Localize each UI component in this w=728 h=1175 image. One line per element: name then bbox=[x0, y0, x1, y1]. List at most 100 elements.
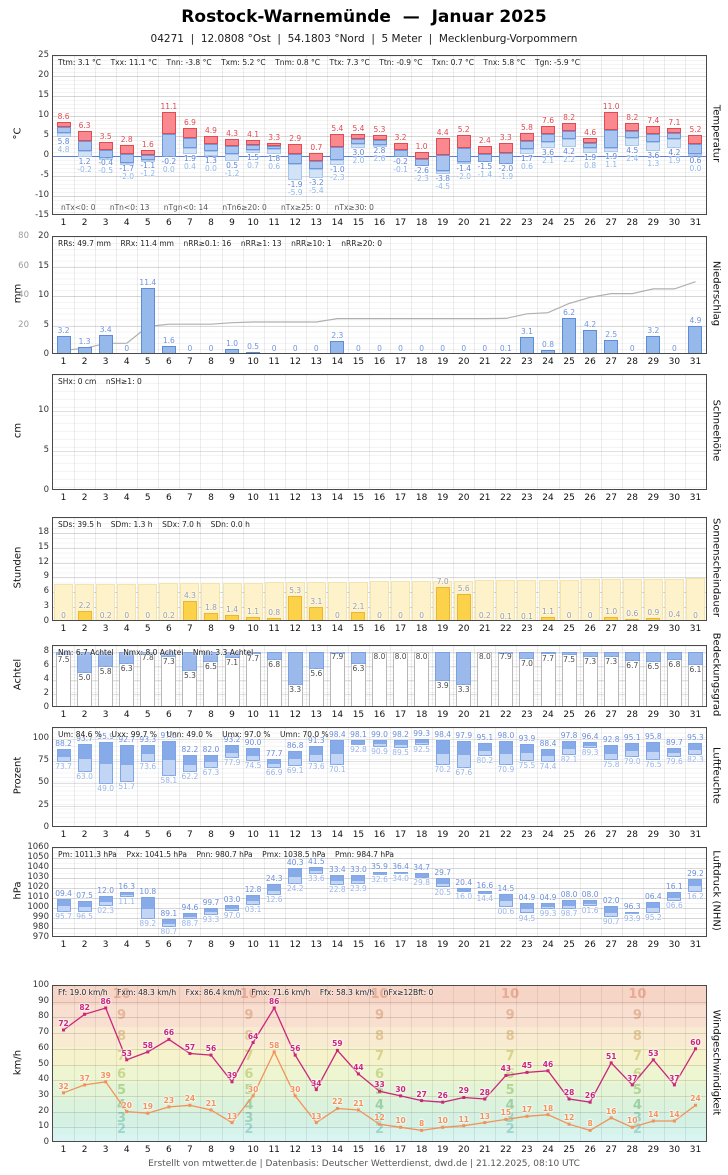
temp-min-value: -1.7 bbox=[119, 164, 135, 173]
wind-mean-point bbox=[209, 1108, 213, 1112]
temp-min-value: 4.5 bbox=[626, 146, 639, 156]
beaufort-scale-label: 4 bbox=[374, 1098, 385, 1114]
beaufort-scale-label: 7 bbox=[505, 1048, 515, 1064]
day-gridline bbox=[474, 518, 476, 620]
humidity-upper-bar bbox=[204, 755, 217, 763]
beaufort-scale-label: 10 bbox=[239, 987, 258, 1003]
day-gridline bbox=[242, 848, 244, 936]
wind-mean-point bbox=[314, 1121, 318, 1125]
day-gridline bbox=[390, 375, 392, 489]
y-tick-label: 1060 bbox=[27, 842, 49, 852]
day-gridline bbox=[263, 56, 265, 214]
y-gridline bbox=[53, 76, 706, 77]
day-gridline bbox=[347, 237, 349, 353]
temp-max-bar bbox=[688, 135, 703, 145]
day-gridline bbox=[663, 728, 665, 826]
day-label: 9 bbox=[229, 830, 235, 840]
day-label: 3 bbox=[102, 1145, 109, 1155]
y-gridline bbox=[53, 878, 706, 879]
wind-gust-point bbox=[672, 1083, 676, 1087]
day-label: 2 bbox=[81, 830, 88, 840]
humidity-upper-bar bbox=[78, 745, 91, 760]
day-gridline bbox=[663, 518, 665, 620]
day-label: 27 bbox=[605, 624, 617, 634]
day-gridline bbox=[284, 56, 286, 214]
wind-mean-point bbox=[167, 1105, 171, 1109]
pressure-min-value: 88.7 bbox=[181, 919, 199, 929]
day-gridline bbox=[495, 986, 497, 1141]
y-gridline bbox=[53, 1033, 706, 1035]
pressure-upper-bar bbox=[141, 898, 154, 909]
y-gridline bbox=[53, 908, 706, 909]
wind-gust-value: 28 bbox=[479, 1088, 491, 1098]
temp-ground-min-value: 0.8 bbox=[584, 160, 597, 170]
day-gridline bbox=[221, 646, 223, 706]
temp-max-value: 3.2 bbox=[394, 133, 407, 143]
precip-value: 0 bbox=[440, 344, 446, 353]
temp-ground-min-value: 2.4 bbox=[626, 154, 639, 164]
humidity-min-value: 75.5 bbox=[518, 760, 536, 770]
temperature-stats: Ttm: 3.1 °C Txx: 11.1 °C Tnn: -3.8 °C Tx… bbox=[58, 58, 581, 67]
day-gridline bbox=[453, 375, 455, 489]
day-gridline bbox=[390, 56, 392, 214]
cloud-value: 7.3 bbox=[584, 656, 597, 666]
day-label: 12 bbox=[289, 357, 301, 367]
day-gridline bbox=[74, 728, 76, 826]
day-label: 4 bbox=[123, 710, 130, 720]
day-gridline bbox=[684, 375, 686, 489]
humidity-upper-bar bbox=[436, 741, 449, 754]
day-gridline bbox=[368, 848, 370, 936]
day-label: 21 bbox=[479, 830, 491, 840]
day-gridline bbox=[432, 646, 434, 706]
day-label: 6 bbox=[165, 940, 172, 950]
day-label: 6 bbox=[165, 218, 172, 228]
day-gridline bbox=[558, 646, 560, 706]
day-label: 1 bbox=[60, 624, 67, 634]
clear-sky-bar bbox=[540, 651, 556, 654]
day-gridline bbox=[200, 986, 202, 1141]
beaufort-band bbox=[53, 1066, 706, 1084]
day-label: 5 bbox=[144, 218, 151, 228]
humidity-max-value: 98.1 bbox=[350, 730, 367, 740]
sunshine-bar bbox=[309, 606, 324, 620]
day-gridline bbox=[137, 646, 139, 706]
wind-gust-value: 72 bbox=[58, 1018, 69, 1028]
temp-ground-min-bar bbox=[583, 148, 598, 153]
day-label: 15 bbox=[352, 218, 365, 228]
wind-gust-value: 39 bbox=[226, 1070, 238, 1080]
day-gridline bbox=[495, 237, 497, 353]
day-label: 10 bbox=[247, 710, 259, 720]
beaufort-scale-label: 9 bbox=[374, 1007, 385, 1023]
daylight-bar bbox=[391, 581, 411, 620]
temp-max-bar bbox=[330, 134, 345, 148]
beaufort-scale-label: 5 bbox=[632, 1083, 642, 1099]
daylight-bar bbox=[412, 580, 432, 620]
day-label: 21 bbox=[479, 940, 491, 950]
day-label: 25 bbox=[563, 357, 575, 367]
day-label: 28 bbox=[626, 218, 638, 228]
y-tick-label: 5 bbox=[43, 319, 49, 330]
y-secondary-tick-label: 40 bbox=[18, 290, 29, 300]
day-label: 21 bbox=[479, 493, 491, 503]
day-gridline bbox=[453, 986, 455, 1141]
cloud-value: 3.3 bbox=[289, 684, 302, 694]
day-gridline bbox=[600, 375, 602, 489]
y-gridline bbox=[53, 738, 706, 740]
day-label: 28 bbox=[626, 940, 638, 950]
wind-gust-point bbox=[694, 1047, 697, 1051]
day-label: 16 bbox=[373, 218, 386, 228]
wind-gust-value: 45 bbox=[521, 1061, 533, 1071]
humidity-min-value: 49.0 bbox=[97, 784, 114, 794]
day-gridline bbox=[684, 56, 686, 214]
y-gridline bbox=[53, 1095, 706, 1097]
pressure-max-value: 33.0 bbox=[350, 865, 367, 874]
pressure-min-value: 16.2 bbox=[687, 891, 704, 901]
pressure-min-value: 94.5 bbox=[518, 913, 536, 923]
day-label: 28 bbox=[626, 357, 638, 367]
daylight-bar bbox=[622, 579, 642, 620]
pressure-upper-bar bbox=[120, 892, 133, 896]
precip-value: 0 bbox=[356, 344, 361, 353]
pressure-min-value: 80.7 bbox=[160, 927, 178, 937]
day-label: 28 bbox=[626, 1145, 638, 1155]
day-label: 18 bbox=[415, 710, 428, 720]
